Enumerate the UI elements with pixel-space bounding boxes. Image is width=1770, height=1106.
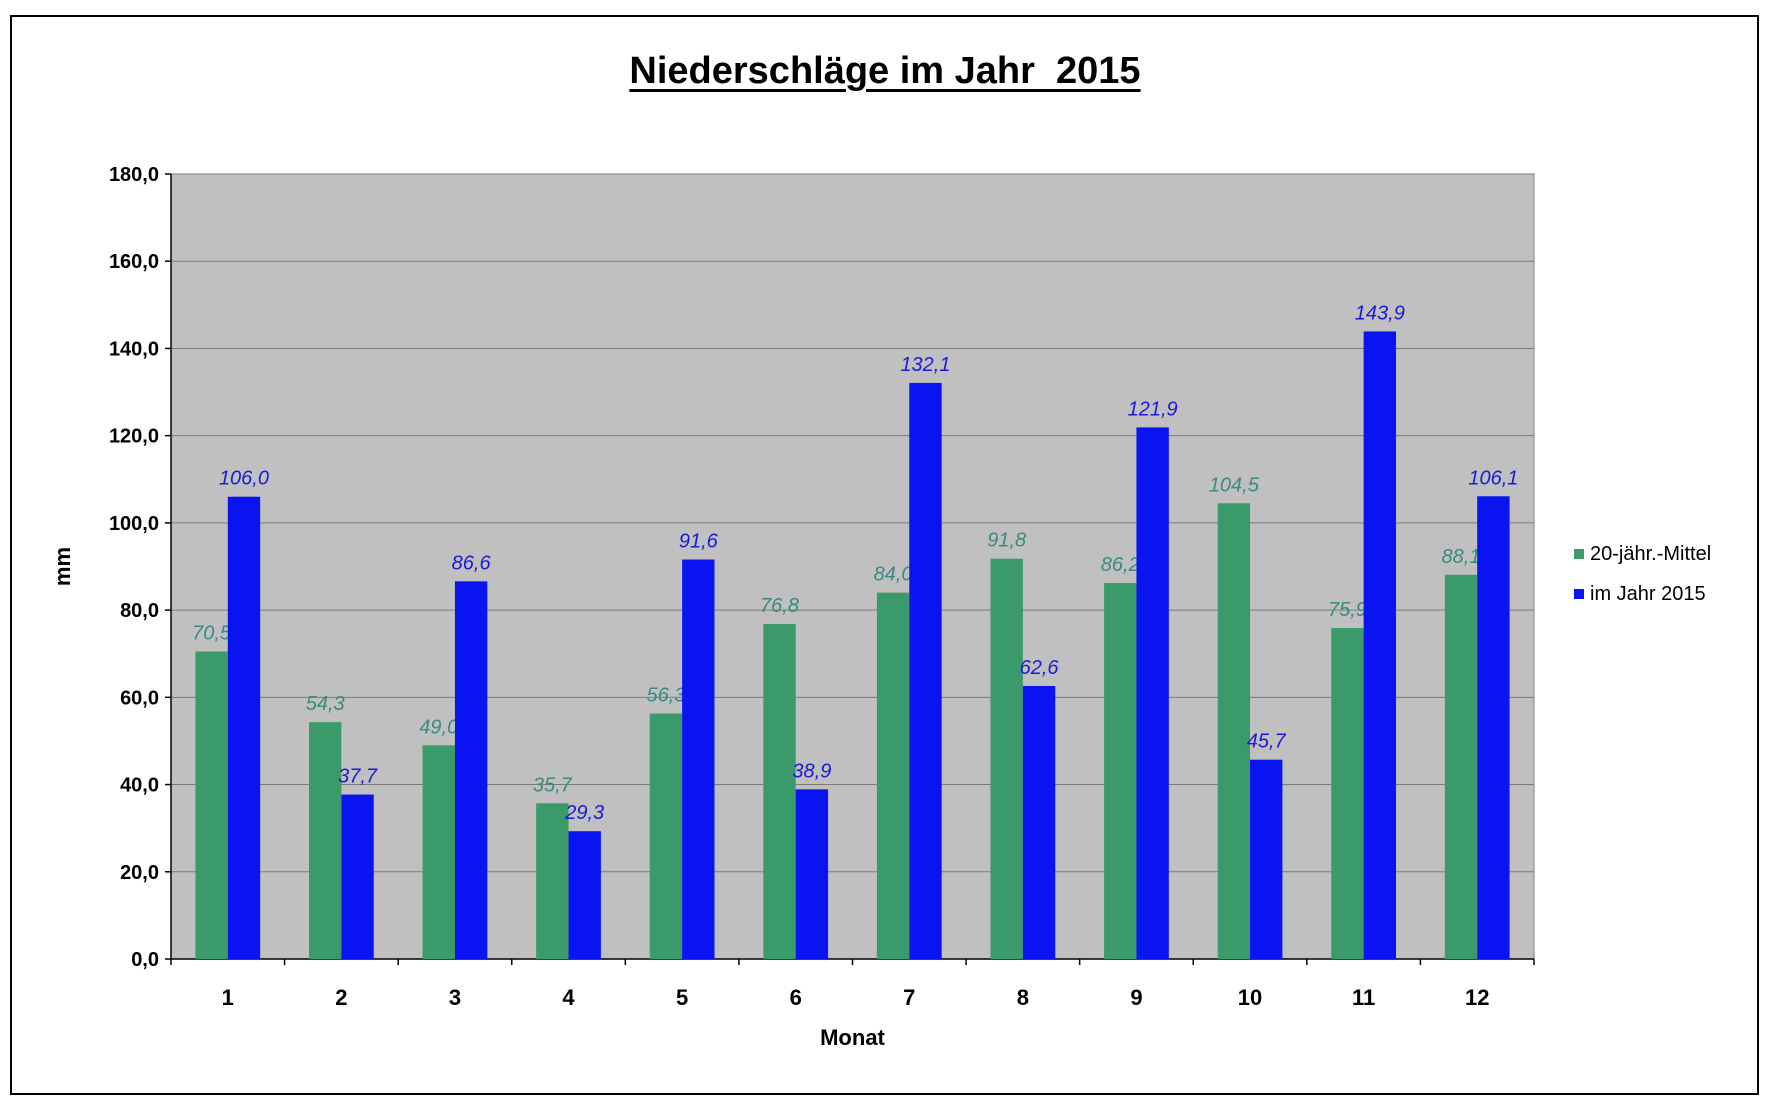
y-tick-label: 80,0 (120, 600, 159, 622)
data-label-series-1: 104,5 (1209, 474, 1260, 496)
data-label-series-2: 62,6 (1020, 657, 1060, 679)
bar-series-1-cat-11 (1331, 627, 1364, 959)
data-label-series-2: 37,7 (338, 766, 378, 788)
y-tick-label: 160,0 (109, 251, 159, 273)
data-label-series-2: 121,9 (1128, 398, 1178, 420)
data-label-series-1: 49,0 (419, 716, 458, 738)
bar-series-1-cat-7 (876, 592, 910, 959)
bar-series-2-cat-6 (795, 789, 829, 959)
x-tick-label: 6 (790, 985, 802, 1010)
bar-series-2-cat-7 (909, 382, 942, 959)
bar-series-2-cat-4 (568, 831, 601, 959)
bar-series-2-cat-3 (454, 581, 488, 959)
x-tick-label: 3 (449, 985, 461, 1010)
data-label-series-2: 132,1 (900, 354, 950, 376)
y-tick-label: 180,0 (109, 164, 159, 186)
plot-area: 0,0 20,0 40,0 60,0 80,0 100,0 120,0 140,0 160,0 1… (50, 164, 1535, 1050)
y-tick-label: 20,0 (120, 862, 159, 884)
bar-series-1-cat-1 (195, 651, 228, 959)
y-tick-label: 40,0 (120, 775, 159, 797)
plot-background (170, 173, 1535, 960)
bar-series-2-cat-11 (1363, 331, 1396, 959)
x-tick-label: 10 (1238, 985, 1262, 1010)
y-axis-title: mm (50, 547, 75, 586)
bar-series-1-cat-8 (990, 558, 1023, 959)
data-label-series-1: 76,8 (760, 595, 799, 617)
x-tick-label: 9 (1130, 985, 1142, 1010)
bar-series-2-cat-5 (682, 559, 715, 959)
x-tick-label: 12 (1465, 985, 1489, 1010)
data-label-series-1: 70,5 (192, 623, 232, 645)
x-tick-label: 11 (1352, 985, 1375, 1010)
y-tick-label: 120,0 (109, 426, 159, 448)
bar-series-1-cat-3 (422, 745, 455, 959)
bar-series-1-cat-10 (1217, 503, 1251, 959)
bar-series-2-cat-9 (1136, 427, 1169, 959)
x-tick-label: 2 (335, 985, 347, 1010)
data-label-series-2: 106,1 (1468, 467, 1518, 489)
bar-series-2-cat-2 (341, 794, 374, 959)
data-label-series-2: 38,9 (792, 760, 831, 782)
bar-series-1-cat-5 (649, 713, 683, 959)
bar-series-1-cat-12 (1444, 574, 1478, 959)
legend-item-series-2: im Jahr 2015 (1574, 574, 1711, 614)
legend: 20-jähr.-Mittel im Jahr 2015 (1574, 534, 1711, 614)
data-label-series-1: 56,3 (646, 684, 685, 706)
x-tick-label: 1 (222, 985, 234, 1010)
data-label-series-2: 91,6 (679, 531, 719, 553)
bar-series-2-cat-10 (1250, 759, 1283, 959)
data-label-series-1: 84,0 (874, 564, 913, 586)
legend-item-series-1: 20-jähr.-Mittel (1574, 534, 1711, 574)
legend-swatch-series-1 (1574, 549, 1584, 559)
y-tick-label: 60,0 (120, 687, 159, 709)
bar-series-2-cat-8 (1022, 685, 1056, 959)
bar-series-2-cat-12 (1477, 496, 1510, 959)
legend-label-series-1: 20-jähr.-Mittel (1590, 542, 1712, 565)
data-label-series-2: 143,9 (1355, 302, 1405, 324)
data-label-series-1: 86,2 (1101, 554, 1140, 576)
x-tick-label: 5 (676, 985, 688, 1010)
bar-series-1-cat-4 (536, 803, 569, 959)
legend-swatch-series-2 (1574, 589, 1584, 599)
data-label-series-2: 86,6 (452, 552, 492, 574)
data-label-series-2: 106,0 (219, 468, 269, 490)
data-label-series-1: 75,9 (1328, 599, 1367, 621)
x-tick-label: 8 (1017, 985, 1029, 1010)
legend-label-series-2: im Jahr 2015 (1590, 582, 1706, 605)
data-label-series-2: 29,3 (564, 802, 604, 824)
y-tick-label: 0,0 (131, 949, 159, 971)
x-axis-title: Monat (820, 1025, 885, 1050)
data-label-series-1: 88,1 (1442, 546, 1481, 568)
data-label-series-1: 35,7 (533, 774, 573, 796)
bar-series-2-cat-1 (227, 496, 261, 959)
bar-series-1-cat-2 (309, 722, 342, 959)
bar-series-1-cat-6 (763, 624, 796, 959)
x-tick-label: 4 (562, 985, 575, 1010)
bar-series-1-cat-9 (1104, 583, 1137, 959)
data-label-series-1: 91,8 (987, 530, 1026, 552)
y-tick-label: 140,0 (109, 338, 159, 360)
chart-title: Niederschläge im Jahr 2015 (629, 50, 1141, 92)
data-label-series-2: 45,7 (1247, 731, 1287, 753)
data-label-series-1: 54,3 (306, 693, 345, 715)
x-tick-label: 7 (903, 985, 915, 1010)
y-tick-label: 100,0 (109, 513, 159, 535)
